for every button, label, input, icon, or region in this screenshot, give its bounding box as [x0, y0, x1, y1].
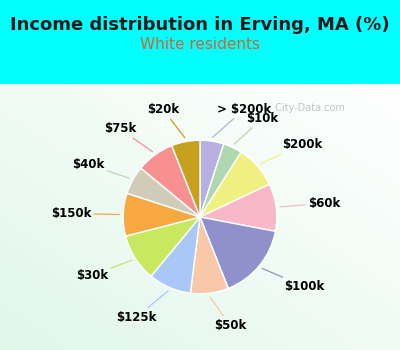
Wedge shape — [200, 152, 270, 217]
Text: $10k: $10k — [234, 112, 278, 144]
Text: $40k: $40k — [72, 158, 129, 178]
Wedge shape — [127, 168, 200, 217]
Wedge shape — [123, 193, 200, 236]
Text: City-Data.com: City-Data.com — [272, 103, 345, 113]
Text: $30k: $30k — [76, 260, 132, 282]
Text: $100k: $100k — [262, 268, 324, 293]
Text: $20k: $20k — [148, 103, 185, 138]
Text: $200k: $200k — [260, 138, 322, 164]
Text: $150k: $150k — [51, 207, 120, 220]
Text: $125k: $125k — [116, 291, 168, 323]
Text: $60k: $60k — [280, 197, 340, 210]
Wedge shape — [151, 217, 200, 293]
Text: $75k: $75k — [104, 122, 153, 152]
Wedge shape — [141, 146, 200, 217]
Wedge shape — [200, 217, 276, 288]
Wedge shape — [190, 217, 228, 294]
Text: Income distribution in Erving, MA (%): Income distribution in Erving, MA (%) — [10, 16, 390, 34]
Wedge shape — [126, 217, 200, 276]
Text: > $200k: > $200k — [213, 103, 271, 138]
Text: White residents: White residents — [140, 37, 260, 52]
Wedge shape — [172, 140, 200, 217]
Wedge shape — [200, 144, 241, 217]
Wedge shape — [200, 184, 277, 231]
Text: $50k: $50k — [210, 297, 246, 332]
Wedge shape — [200, 140, 224, 217]
